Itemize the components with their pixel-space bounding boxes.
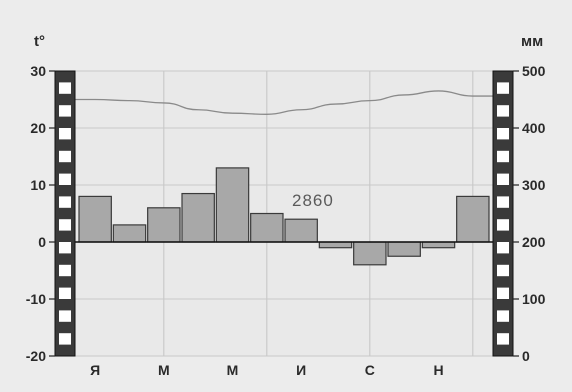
scale-bar-stripe <box>59 219 71 231</box>
bar <box>147 207 181 243</box>
scale-bar-stripe <box>59 264 71 277</box>
left-tick-label: -20 <box>26 348 46 364</box>
scale-bar-stripe <box>59 105 71 117</box>
scale-bar-stripe <box>59 128 71 140</box>
scale-bar-stripe <box>497 287 509 299</box>
left-tick-label: 20 <box>30 120 46 136</box>
bar <box>353 241 387 266</box>
month-label: Я <box>90 362 100 378</box>
scale-bar-stripe <box>497 128 509 140</box>
left-tick-label: -10 <box>26 291 46 307</box>
right-tick-label: 200 <box>522 234 546 250</box>
left-axis-scale-bar <box>54 70 76 357</box>
right-axis-scale-bar <box>492 70 514 357</box>
bar <box>250 212 284 243</box>
bar <box>318 241 353 249</box>
bar-series <box>78 167 490 266</box>
bar <box>421 241 456 249</box>
left-tick-label: 10 <box>30 177 46 193</box>
scale-bar-stripe <box>497 173 509 185</box>
scale-bar-stripe <box>59 242 71 254</box>
left-tick-label: 30 <box>30 63 46 79</box>
scale-bar-stripe <box>497 105 509 117</box>
scale-bar-stripe <box>497 310 509 322</box>
month-label: И <box>296 362 306 378</box>
month-label: М <box>158 362 170 378</box>
right-tick-label: 300 <box>522 177 546 193</box>
scale-bar-stripe <box>59 333 71 345</box>
right-tick-label: 500 <box>522 63 546 79</box>
bar <box>181 192 215 243</box>
month-label: Н <box>433 362 443 378</box>
scale-bar-stripe <box>497 196 509 208</box>
scale-bar-stripe <box>497 264 509 277</box>
month-label: С <box>365 362 375 378</box>
scale-bar-stripe <box>59 173 71 185</box>
right-tick-label: 0 <box>522 348 530 364</box>
bar <box>456 195 490 243</box>
annual-precipitation-annotation: 2860 <box>292 191 334 210</box>
month-label: М <box>227 362 239 378</box>
precipitation-line <box>75 90 493 115</box>
bar <box>215 167 250 243</box>
scale-bar-stripe <box>497 82 509 94</box>
bar <box>78 195 112 243</box>
plot-area <box>74 70 494 357</box>
scale-bar-stripe <box>59 150 71 163</box>
left-axis-ticks: 30 20 10 0 -10 -20 <box>26 63 55 364</box>
left-axis-label: t° <box>34 33 45 50</box>
scale-bar-frame <box>54 70 76 357</box>
bar <box>112 224 147 243</box>
right-tick-label: 400 <box>522 120 546 136</box>
scale-bar-stripe <box>497 150 509 163</box>
scale-bar-stripe <box>59 196 71 208</box>
scale-bar-stripe <box>59 82 71 94</box>
scale-bar-stripe <box>497 333 509 345</box>
left-tick-label: 0 <box>38 234 46 250</box>
right-axis-ticks: 500 400 300 200 100 0 <box>513 63 546 364</box>
scale-bar-frame <box>492 70 514 357</box>
scale-bar-stripe <box>59 287 71 299</box>
bar <box>387 241 421 257</box>
scale-bar-stripe <box>497 242 509 254</box>
scale-bar-stripe <box>497 219 509 231</box>
scale-bar-stripe <box>59 310 71 322</box>
right-axis-label: мм <box>521 33 543 50</box>
bar <box>284 218 318 243</box>
right-tick-label: 100 <box>522 291 546 307</box>
